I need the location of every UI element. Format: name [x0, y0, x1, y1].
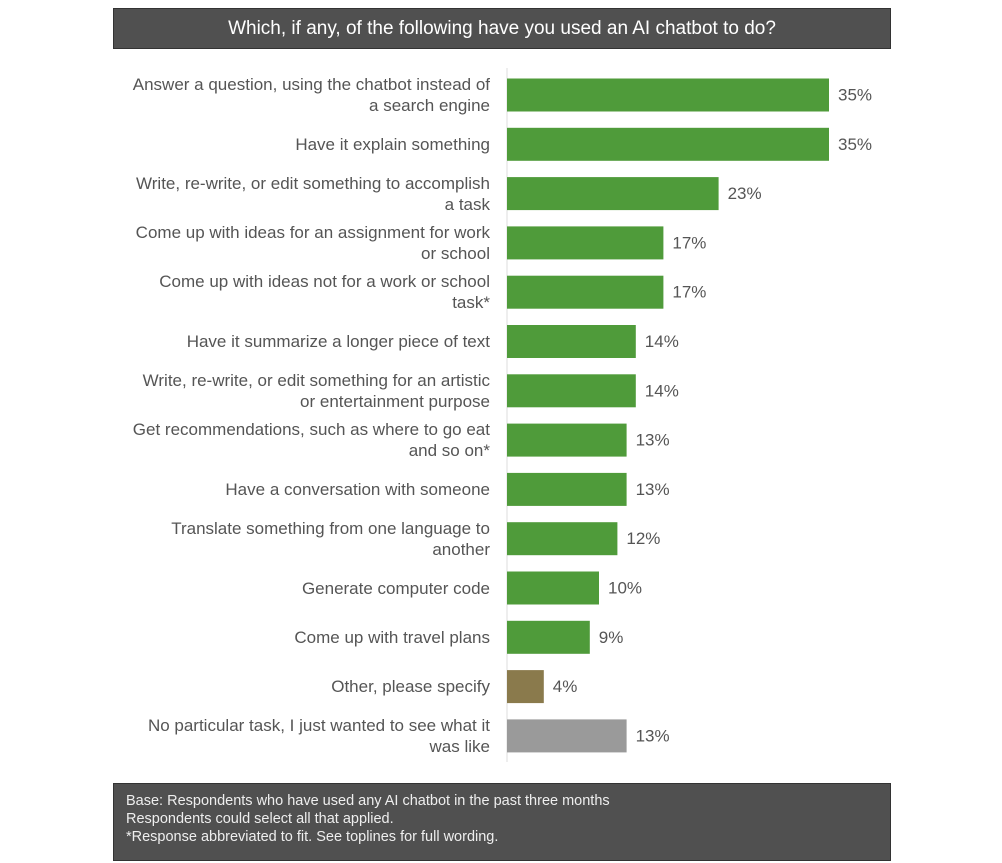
category-label: Come up with ideas for an assignment for…: [135, 222, 490, 263]
bar: [507, 522, 618, 556]
category-label: Write, re-write, or edit something for a…: [142, 370, 490, 411]
category-label: Have it summarize a longer piece of text: [186, 332, 490, 351]
category-label: Translate something from one language to…: [171, 518, 490, 559]
bar: [507, 719, 627, 753]
bar: [507, 226, 664, 260]
value-label: 23%: [728, 184, 762, 203]
category-label: Come up with ideas not for a work or sch…: [159, 272, 490, 313]
bar: [507, 275, 664, 309]
bar: [507, 325, 636, 358]
value-label: 35%: [838, 85, 872, 104]
bar: [507, 177, 719, 211]
value-label: 4%: [553, 677, 578, 696]
value-label: 10%: [608, 578, 642, 597]
bar: [507, 620, 590, 654]
footnote-box: Base: Respondents who have used any AI c…: [113, 783, 891, 861]
value-label: 35%: [838, 135, 872, 154]
bar: [507, 374, 636, 408]
value-label: 17%: [672, 283, 706, 302]
footnote: Base: Respondents who have used any AI c…: [126, 793, 610, 809]
bar: [507, 472, 627, 506]
category-label: Have it explain something: [295, 134, 490, 154]
chart: 35% 35% 23% 17% 17% 14% 14% 13% 13% 12% 10% 9% 4% 13%: [506, 68, 872, 762]
category-label: Generate computer code: [301, 578, 490, 598]
chart-title: Which, if any, of the following have you…: [113, 8, 891, 49]
bar: [507, 127, 829, 161]
value-label: 13%: [636, 480, 670, 499]
value-label: 13%: [636, 726, 670, 745]
value-label: 9%: [599, 628, 624, 647]
value-label: 12%: [626, 529, 660, 548]
category-label: Get recommendations, such as where to go…: [132, 420, 490, 461]
value-label: 14%: [645, 332, 679, 351]
bar: [507, 670, 544, 704]
footnote: *Response abbreviated to fit. See toplin…: [126, 829, 499, 845]
footnote: Respondents could select all that applie…: [126, 811, 394, 827]
category-label: No particular task, I just wanted to see…: [147, 715, 490, 756]
category-label: Answer a question, using the chatbot ins…: [132, 75, 490, 115]
category-label: Have a conversation with someone: [225, 479, 490, 499]
bar: [507, 423, 627, 457]
category-label: Other, please specify: [331, 677, 490, 697]
bar: [507, 78, 829, 112]
value-label: 17%: [672, 233, 706, 252]
bar: [507, 571, 599, 605]
category-label: Come up with travel plans: [294, 627, 490, 647]
value-label: 14%: [645, 381, 679, 400]
category-label: Write, re-write, or edit something to ac…: [136, 173, 490, 214]
value-label: 13%: [636, 431, 670, 450]
